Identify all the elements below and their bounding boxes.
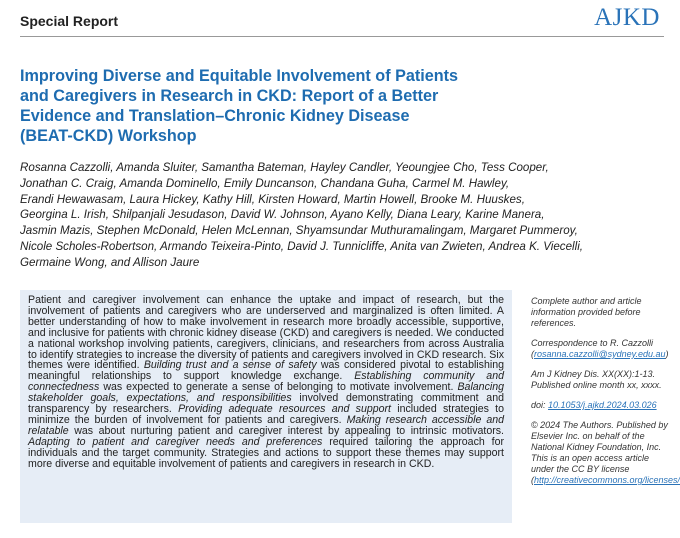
info-link[interactable]: 10.1053/j.ajkd.2024.03.026: [548, 400, 657, 410]
info-text: © 2024 The Authors. Published by Elsevie…: [531, 420, 668, 485]
author-line: Jonathan C. Craig, Amanda Dominello, Emi…: [20, 176, 510, 190]
abstract-text: was considered pivotal to establishing m…: [28, 359, 504, 383]
abstract: Patient and caregiver involvement can en…: [20, 290, 512, 523]
author-line: Germaine Wong, and Allison Jaure: [20, 255, 200, 269]
abstract-text: Patient and caregiver involvement can en…: [28, 294, 504, 372]
theme-text: Building trust and a sense of safety: [143, 359, 317, 372]
theme-text: Establishing community and connectedness: [28, 370, 504, 394]
author-line: Georgina L. Irish, Shilpanjali Jesudason…: [20, 208, 545, 222]
info-text: Correspondence to R. Cazzolli (: [531, 338, 654, 359]
info-paragraph: Am J Kidney Dis. XX(XX):1-13. Published …: [531, 369, 669, 391]
theme-text: Making research accessible and relatable: [28, 413, 504, 437]
author-line: Rosanna Cazzolli, Amanda Sluiter, Samant…: [20, 161, 549, 174]
theme-text: Providing adequate resources and support: [178, 403, 391, 416]
author-list: Rosanna Cazzolli, Amanda Sluiter, Samant…: [20, 160, 583, 271]
author-line: Nicole Scholes-Robertson, Armando Teixei…: [20, 239, 583, 253]
theme-text: Adapting to patient and caregiver needs …: [28, 435, 323, 448]
title-line: Evidence and Translation–Chronic Kidney …: [20, 107, 410, 125]
article-info: Complete author and article information …: [531, 296, 680, 495]
info-text: Complete author and article information …: [531, 296, 642, 328]
title-line: (BEAT-CKD) Workshop: [20, 127, 197, 145]
info-paragraph: Complete author and article information …: [531, 296, 669, 329]
info-text: Am J Kidney Dis. XX(XX):1-13. Published …: [531, 369, 662, 390]
title-line: Improving Diverse and Equitable Involvem…: [20, 67, 459, 85]
section-label: Special Report: [20, 13, 119, 29]
theme-text: Balancing stakeholder goals, expectation…: [28, 381, 505, 405]
info-text: doi:: [531, 400, 549, 410]
abstract-text: was expected to generate a sense of belo…: [103, 381, 454, 394]
journal-logo: AJKD: [594, 4, 660, 31]
title-line: and Caregivers in Research in CKD: Repor…: [20, 87, 439, 105]
abstract-text: required tailoring the approach for indi…: [28, 435, 504, 470]
abstract-text: was about nurturing patient and caregive…: [74, 424, 504, 437]
info-paragraph: © 2024 The Authors. Published by Elsevie…: [531, 420, 680, 486]
author-line: Erandi Hewawasam, Laura Hickey, Kathy Hi…: [20, 192, 525, 206]
author-line: Jasmin Mazis, Stephen McDonald, Helen Mc…: [20, 224, 578, 238]
info-text: ): [665, 349, 669, 359]
info-link[interactable]: http://creativecommons.org/licenses/by/4…: [534, 475, 680, 485]
abstract-text: involved demonstrating commitment and tr…: [28, 392, 504, 416]
article-title: Improving Diverse and Equitable Involvem…: [20, 66, 458, 146]
info-link[interactable]: rosanna.cazzolli@sydney.edu.au: [534, 349, 666, 359]
abstract-text: included strategies to minimize the burd…: [28, 403, 504, 426]
header-rule: [20, 36, 664, 37]
info-paragraph: doi: 10.1053/j.ajkd.2024.03.026: [531, 400, 669, 411]
info-paragraph: Correspondence to R. Cazzolli (rosanna.c…: [531, 338, 669, 360]
